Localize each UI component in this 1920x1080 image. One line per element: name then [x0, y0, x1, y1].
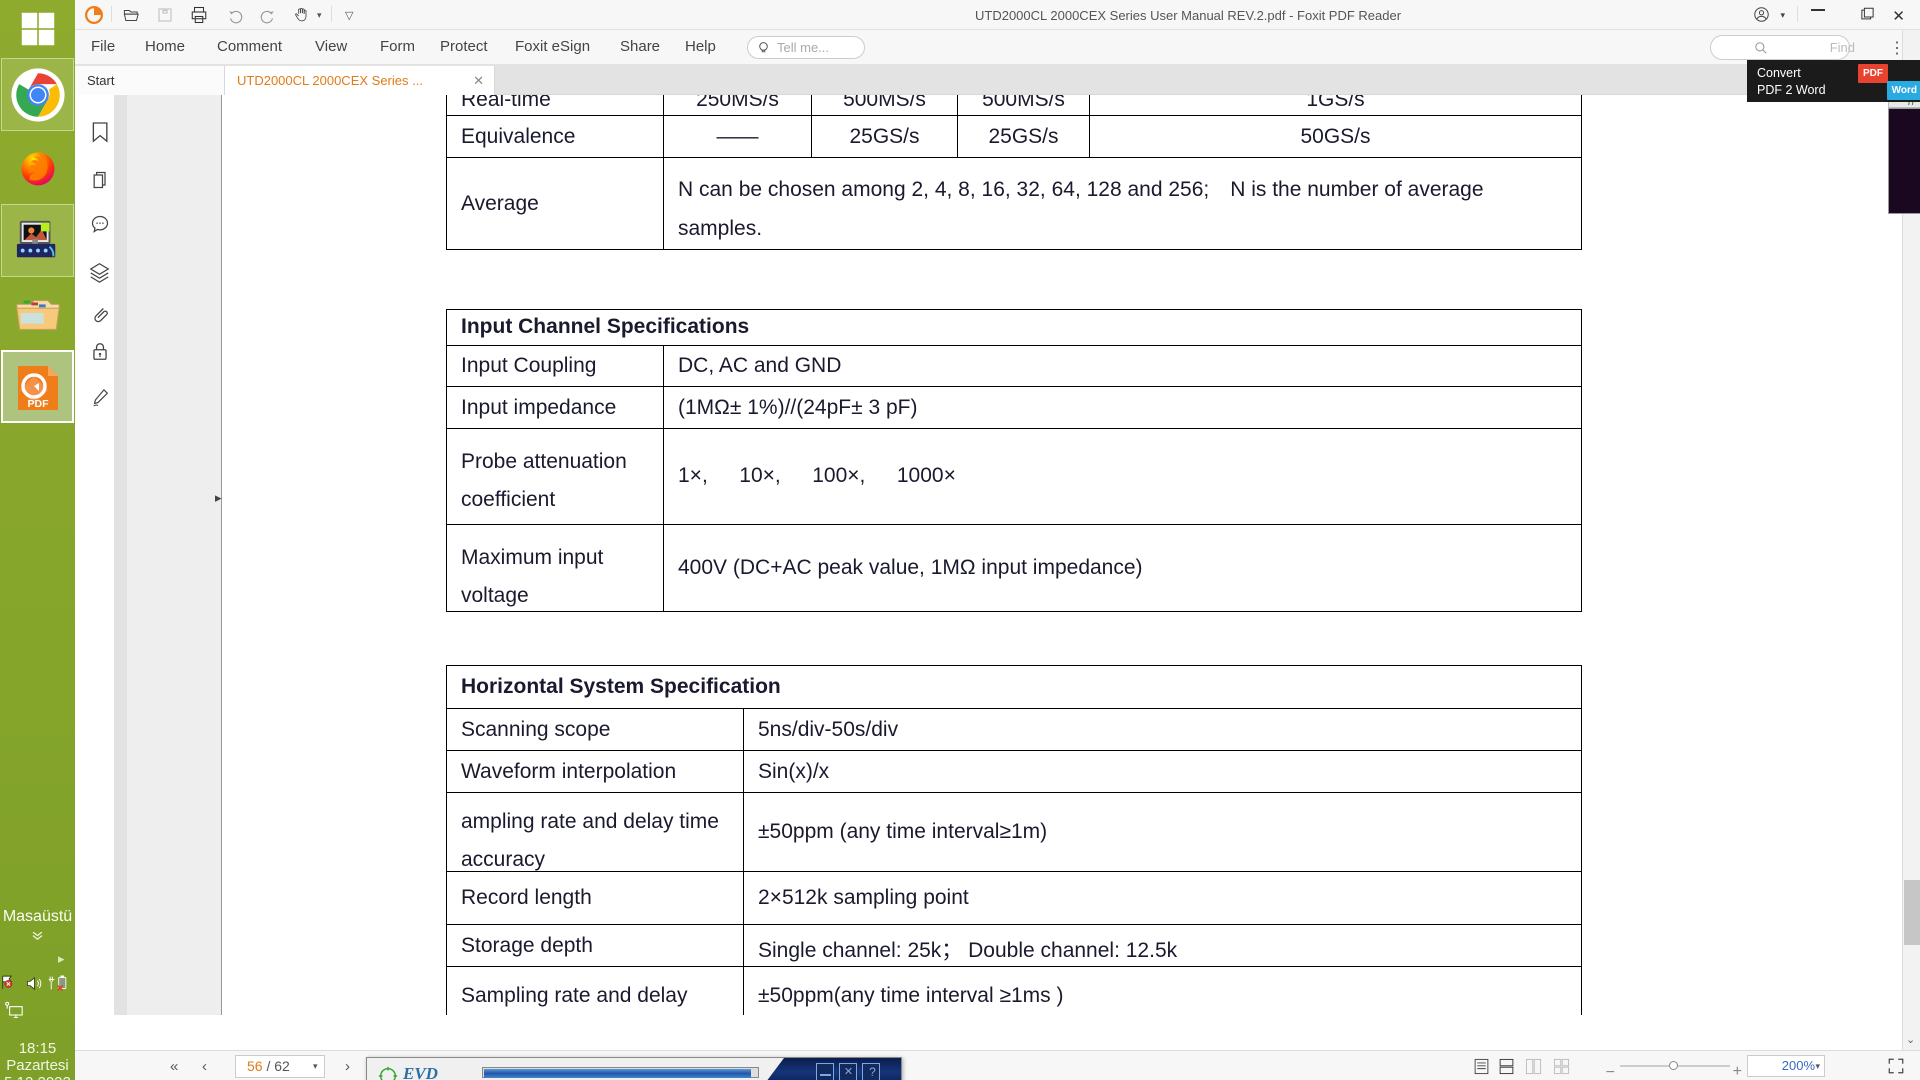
svg-text:PDF: PDF — [27, 398, 49, 410]
